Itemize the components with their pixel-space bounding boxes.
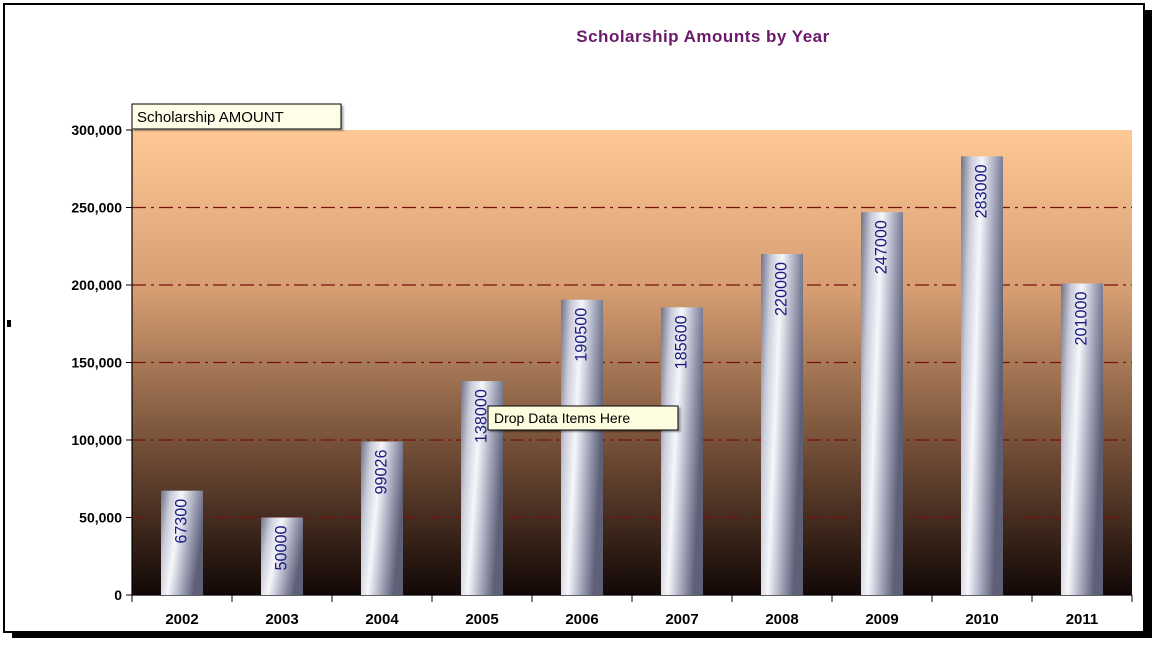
bar[interactable] [261, 517, 303, 596]
y-tick-label: 200,000 [71, 277, 122, 293]
x-tick-label: 2010 [965, 611, 998, 628]
legend-label: Scholarship AMOUNT [137, 109, 284, 126]
y-tick-label: 0 [114, 587, 122, 603]
bar-data-label: 67300 [171, 499, 190, 544]
x-tick-label: 2008 [765, 611, 798, 628]
y-tick-label: 50,000 [79, 510, 122, 526]
drop-zone[interactable]: Drop Data Items Here [487, 405, 679, 431]
x-tick-label: 2005 [465, 611, 498, 628]
bar-data-label: 247000 [871, 220, 890, 274]
gridlines [132, 206, 1132, 519]
bar[interactable] [661, 307, 703, 595]
legend-box [131, 103, 342, 130]
bar-data-label: 201000 [1071, 291, 1090, 345]
bar[interactable] [861, 212, 903, 595]
bar-data-label: 220000 [771, 262, 790, 316]
x-tick-label: 2003 [265, 611, 298, 628]
y-tick-label: 100,000 [71, 432, 122, 448]
frame-marker [7, 320, 11, 327]
x-tick-label: 2004 [365, 611, 399, 628]
bars: 67300 50000 99026 138000 190500 185600 220000 2… [161, 156, 1103, 595]
bar[interactable] [361, 441, 403, 595]
chart-title: Scholarship Amounts by Year [576, 27, 829, 46]
x-tick-label: 2007 [665, 611, 698, 628]
x-tick-label: 2011 [1066, 611, 1099, 628]
bar-data-label: 283000 [971, 164, 990, 218]
y-tick-label: 150,000 [71, 355, 122, 371]
bar[interactable] [161, 490, 203, 595]
bar-data-label: 190500 [571, 308, 590, 362]
bar[interactable] [1061, 283, 1103, 595]
x-tick-label: 2002 [165, 611, 198, 628]
bar-data-label: 99026 [371, 450, 390, 495]
x-tick-label: 2009 [865, 611, 898, 628]
series-legend[interactable]: Scholarship AMOUNT [131, 103, 342, 130]
bar-data-label: 50000 [271, 526, 290, 571]
axes: 0 50,000 100,000 150,000 200,000 250,000 300,0… [71, 122, 1133, 628]
y-tick-label: 300,000 [71, 122, 122, 138]
bar-data-label: 185600 [671, 315, 690, 369]
drop-zone-label: Drop Data Items Here [494, 410, 630, 426]
x-tick-label: 2006 [565, 611, 598, 628]
drop-zone-box [487, 405, 679, 431]
bar[interactable] [561, 299, 603, 595]
bar[interactable] [961, 156, 1003, 595]
bar-data-label: 138000 [471, 389, 490, 443]
bar[interactable] [761, 254, 803, 595]
y-tick-label: 250,000 [71, 200, 122, 216]
